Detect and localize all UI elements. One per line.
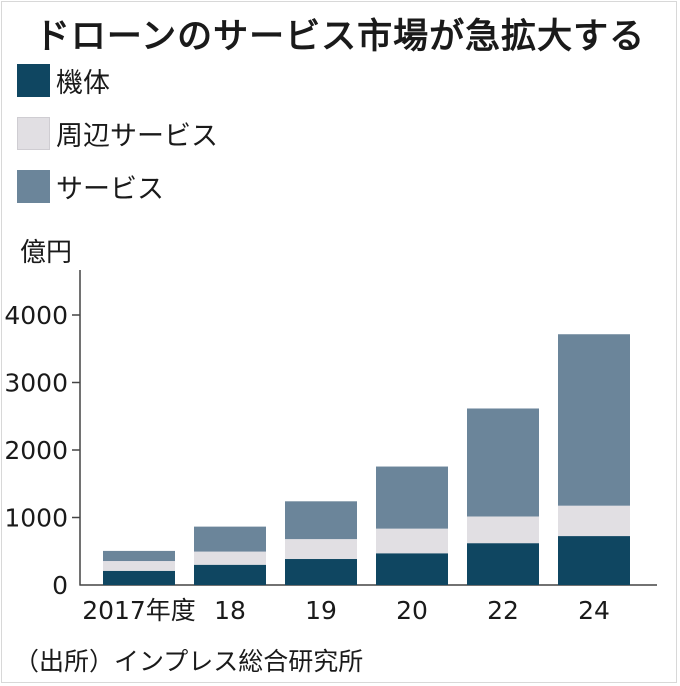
chart-title: ドローンのサービス市場が急拡大する: [34, 17, 646, 57]
bar-service-4: [467, 408, 539, 517]
x-tick-label-4: 22: [487, 596, 519, 625]
x-tick-label-3: 20: [396, 596, 428, 625]
bar-service-1: [194, 526, 266, 552]
y-tick-label-4000: 4000: [4, 301, 68, 330]
bar-service-2: [285, 501, 357, 540]
legend-label-service: サービス: [56, 173, 164, 205]
x-tick-label-5: 24: [578, 596, 610, 625]
y-tick-label-1000: 1000: [4, 504, 68, 533]
y-axis-unit-label: 億円: [20, 238, 73, 268]
x-tick-label-2: 19: [305, 596, 337, 625]
legend-swatch-service: [17, 169, 50, 203]
legend-label-peripheral-service: 周辺サービス: [56, 120, 218, 152]
x-tick-label-0: 2017年度: [82, 596, 196, 625]
bar-body-3: [376, 553, 448, 585]
bar-body-5: [558, 536, 630, 585]
bar-peripheral-service-1: [194, 551, 266, 565]
bar-peripheral-service-3: [376, 528, 448, 554]
bar-peripheral-service-4: [467, 516, 539, 544]
y-tick-label-0: 0: [52, 571, 68, 600]
bar-peripheral-service-2: [285, 539, 357, 560]
bar-service-3: [376, 466, 448, 529]
y-tick-label-3000: 3000: [4, 369, 68, 398]
bar-body-4: [467, 543, 539, 585]
legend-swatch-body: [17, 63, 50, 97]
legend-swatch-peripheral-service: [17, 116, 50, 150]
y-tick-label-2000: 2000: [4, 436, 68, 465]
bar-peripheral-service-5: [558, 505, 630, 537]
legend-item-peripheral-service: 周辺サービス: [17, 115, 218, 152]
legend-item-service: サービス: [17, 168, 164, 205]
legend-item-body: 機体: [17, 62, 110, 99]
bar-body-2: [285, 559, 357, 585]
legend-label-body: 機体: [56, 67, 110, 99]
bar-body-0: [103, 570, 175, 585]
bar-body-1: [194, 564, 266, 585]
source-note: （出所）インプレス総合研究所: [14, 647, 364, 676]
bar-service-0: [103, 550, 175, 562]
bar-peripheral-service-0: [103, 561, 175, 571]
x-tick-label-1: 18: [214, 596, 246, 625]
bar-service-5: [558, 334, 630, 506]
